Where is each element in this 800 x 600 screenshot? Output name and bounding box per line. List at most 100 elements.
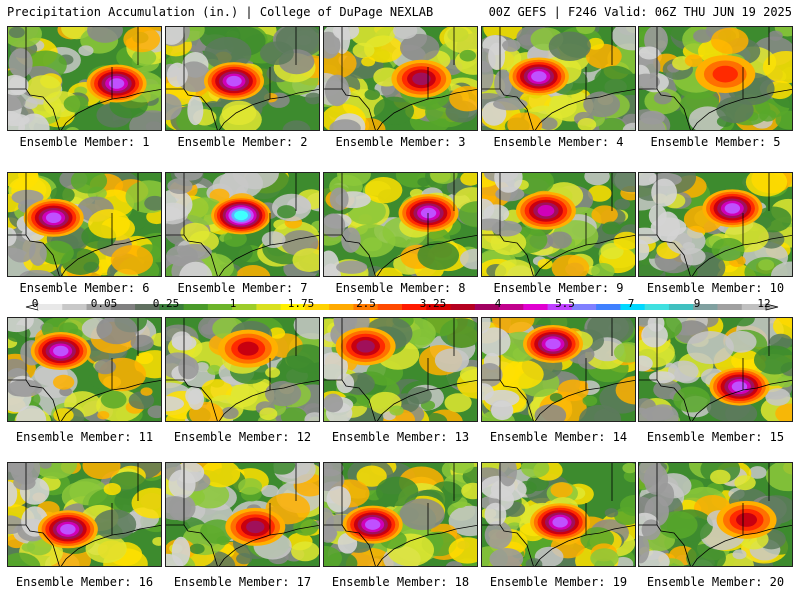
ensemble-panel-4[interactable]	[481, 26, 636, 131]
precip-map	[324, 173, 477, 276]
member-label: Ensemble Member: 17	[173, 575, 312, 589]
header-bar: Precipitation Accumulation (in.) | Colle…	[0, 0, 800, 24]
colorbar-tick-label: 2.5	[356, 297, 376, 310]
ensemble-panel-8[interactable]	[323, 172, 478, 277]
colorbar-swatch	[86, 304, 112, 310]
precip-map	[8, 463, 161, 566]
precip-map	[482, 27, 635, 130]
colorbar-tick-label: 1.75	[287, 297, 315, 310]
colorbar-swatch	[450, 304, 476, 310]
member-label: Ensemble Member: 14	[489, 430, 628, 444]
colorbar-swatch	[693, 304, 718, 310]
member-label: Ensemble Member: 16	[15, 575, 154, 589]
precip-map	[482, 463, 635, 566]
member-label: Ensemble Member: 2	[177, 135, 308, 149]
colorbar-swatch	[426, 304, 452, 310]
colorbar-swatch	[620, 304, 646, 310]
colorbar-swatch	[474, 304, 500, 310]
colorbar-swatch	[329, 304, 354, 310]
member-label: Ensemble Member: 7	[177, 281, 308, 295]
colorbar	[25, 303, 779, 311]
ensemble-panel-14[interactable]	[481, 317, 636, 422]
colorbar-tick-label: 5.5	[555, 297, 575, 310]
map-title: Precipitation Accumulation (in.) | Colle…	[7, 5, 434, 19]
member-label: Ensemble Member: 19	[489, 575, 628, 589]
member-label: Ensemble Member: 10	[646, 281, 785, 295]
ensemble-panel-3[interactable]	[323, 26, 478, 131]
precip-map	[324, 27, 477, 130]
colorbar-swatch	[377, 304, 403, 310]
colorbar-tick-label: 0	[31, 297, 39, 310]
member-label: Ensemble Member: 11	[15, 430, 154, 444]
precip-map	[324, 463, 477, 566]
member-label: Ensemble Member: 9	[493, 281, 624, 295]
colorbar-swatch	[304, 304, 330, 310]
colorbar-swatch	[644, 304, 670, 310]
colorbar-swatch	[110, 304, 136, 310]
member-label: Ensemble Member: 15	[646, 430, 785, 444]
ensemble-panel-13[interactable]	[323, 317, 478, 422]
member-label: Ensemble Member: 12	[173, 430, 312, 444]
member-label: Ensemble Member: 3	[335, 135, 466, 149]
colorbar-tick-label: 1	[229, 297, 237, 310]
precip-map	[166, 27, 319, 130]
member-label: Ensemble Member: 4	[493, 135, 624, 149]
precip-map	[639, 27, 792, 130]
precip-map	[482, 318, 635, 421]
colorbar-swatch	[62, 304, 88, 310]
ensemble-panel-18[interactable]	[323, 462, 478, 567]
colorbar-tick-label: 9	[693, 297, 701, 310]
colorbar-swatch	[135, 304, 160, 310]
colorbar-tick-label: 12	[757, 297, 771, 310]
member-label: Ensemble Member: 5	[650, 135, 781, 149]
precip-map	[166, 463, 319, 566]
colorbar-swatch	[596, 304, 621, 310]
colorbar-swatch	[523, 304, 549, 310]
ensemble-panel-7[interactable]	[165, 172, 320, 277]
colorbar-swatch	[207, 304, 233, 310]
precip-map	[8, 173, 161, 276]
colorbar-right-arrow	[765, 303, 779, 311]
ensemble-panel-16[interactable]	[7, 462, 162, 567]
ensemble-panel-2[interactable]	[165, 26, 320, 131]
precip-map	[8, 27, 161, 130]
ensemble-panel-12[interactable]	[165, 317, 320, 422]
colorbar-swatch	[280, 304, 306, 310]
colorbar-swatch	[353, 304, 379, 310]
precip-map	[639, 318, 792, 421]
ensemble-panel-5[interactable]	[638, 26, 793, 131]
colorbar-swatch	[232, 304, 257, 310]
colorbar-swatch	[547, 304, 573, 310]
ensemble-panel-6[interactable]	[7, 172, 162, 277]
member-label: Ensemble Member: 8	[335, 281, 466, 295]
colorbar-swatch	[499, 304, 524, 310]
ensemble-panel-15[interactable]	[638, 317, 793, 422]
colorbar-swatch	[38, 304, 63, 310]
colorbar-swatch	[668, 304, 694, 310]
colorbar-swatch	[183, 304, 209, 310]
ensemble-panel-9[interactable]	[481, 172, 636, 277]
precip-map	[639, 173, 792, 276]
ensemble-panel-17[interactable]	[165, 462, 320, 567]
colorbar-tick-label: 0.05	[90, 297, 118, 310]
ensemble-panel-11[interactable]	[7, 317, 162, 422]
colorbar-tick-label: 3.25	[419, 297, 447, 310]
member-label: Ensemble Member: 13	[331, 430, 470, 444]
colorbar-swatch	[256, 304, 282, 310]
precip-map	[482, 173, 635, 276]
colorbar-tick-label: 7	[627, 297, 635, 310]
colorbar-swatch	[159, 304, 185, 310]
colorbar-swatch	[571, 304, 597, 310]
precip-map	[166, 318, 319, 421]
colorbar-tick-label: 0.25	[152, 297, 180, 310]
precip-map	[324, 318, 477, 421]
ensemble-panel-19[interactable]	[481, 462, 636, 567]
colorbar-swatch	[717, 304, 743, 310]
colorbar-swatch	[402, 304, 427, 310]
ensemble-panel-10[interactable]	[638, 172, 793, 277]
ensemble-panel-1[interactable]	[7, 26, 162, 131]
member-label: Ensemble Member: 20	[646, 575, 785, 589]
ensemble-panel-20[interactable]	[638, 462, 793, 567]
colorbar-swatch	[741, 304, 767, 310]
precip-map	[639, 463, 792, 566]
